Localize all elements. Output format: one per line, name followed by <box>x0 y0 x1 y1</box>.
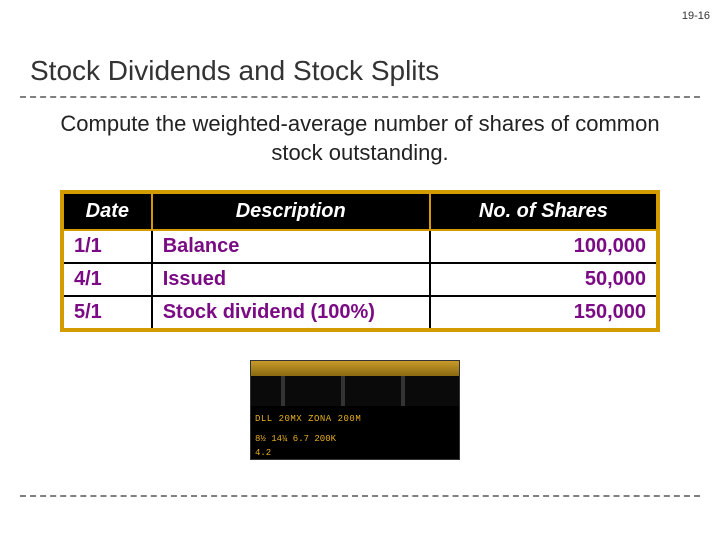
table-row: 5/1 Stock dividend (100%) 150,000 <box>62 296 658 330</box>
shares-table: Date Description No. of Shares 1/1 Balan… <box>60 190 660 332</box>
divider-bottom <box>20 495 700 497</box>
cell-shares: 50,000 <box>430 263 658 296</box>
cell-desc: Issued <box>152 263 430 296</box>
cell-date: 5/1 <box>62 296 152 330</box>
cell-desc: Balance <box>152 230 430 263</box>
slide-title: Stock Dividends and Stock Splits <box>30 55 439 87</box>
stock-ticker-image: DLL 20MX ZONA 200M 8½ 14¼ 6.7 200K 4.2 <box>250 360 460 460</box>
cell-shares: 100,000 <box>430 230 658 263</box>
cell-shares: 150,000 <box>430 296 658 330</box>
divider-top <box>20 96 700 98</box>
cell-desc: Stock dividend (100%) <box>152 296 430 330</box>
table-row: 1/1 Balance 100,000 <box>62 230 658 263</box>
col-header-shares: No. of Shares <box>430 192 658 230</box>
table-row: 4/1 Issued 50,000 <box>62 263 658 296</box>
ticker-line1: DLL 20MX ZONA 200M <box>255 414 361 424</box>
col-header-description: Description <box>152 192 430 230</box>
page-number: 19-16 <box>682 10 710 22</box>
col-header-date: Date <box>62 192 152 230</box>
table-header-row: Date Description No. of Shares <box>62 192 658 230</box>
cell-date: 4/1 <box>62 263 152 296</box>
cell-date: 1/1 <box>62 230 152 263</box>
ticker-line2a: 8½ 14¼ 6.7 200K <box>255 434 336 444</box>
slide-subtitle: Compute the weighted-average number of s… <box>50 110 670 167</box>
ticker-line2b: 4.2 <box>255 448 271 458</box>
